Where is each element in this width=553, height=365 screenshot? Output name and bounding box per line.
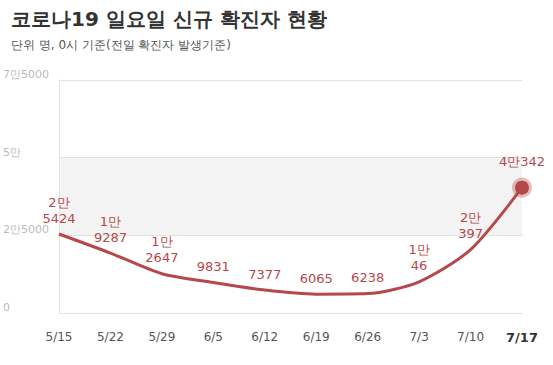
svg-text:7/17: 7/17 [506,330,538,345]
svg-text:7/3: 7/3 [409,330,428,344]
svg-text:6/5: 6/5 [204,330,223,344]
svg-text:2647: 2647 [145,250,178,265]
svg-text:9831: 9831 [197,259,230,274]
svg-text:46: 46 [411,258,428,273]
svg-text:2만5000: 2만5000 [3,223,49,237]
svg-text:5424: 5424 [42,211,75,226]
svg-text:6/12: 6/12 [251,330,278,344]
svg-text:5/22: 5/22 [97,330,124,344]
svg-text:1만: 1만 [408,242,429,257]
svg-text:5만: 5만 [3,146,21,159]
svg-text:1만: 1만 [151,234,172,249]
svg-text:4만342: 4만342 [499,154,545,169]
svg-text:9287: 9287 [94,230,127,245]
svg-text:5/29: 5/29 [148,330,175,344]
svg-text:6238: 6238 [351,270,384,285]
svg-text:7/10: 7/10 [457,330,484,344]
svg-text:397: 397 [458,226,483,241]
svg-text:1만: 1만 [100,214,121,229]
svg-text:6/19: 6/19 [303,330,330,344]
svg-text:5/15: 5/15 [46,330,73,344]
svg-text:2만: 2만 [48,195,69,210]
svg-text:0: 0 [3,301,10,314]
svg-text:단위 명, 0시 기준(전일 확진자 발생기준): 단위 명, 0시 기준(전일 확진자 발생기준) [11,38,231,52]
svg-text:7만5000: 7만5000 [3,68,49,81]
svg-text:코로나19 일요일 신규 확진자 현황: 코로나19 일요일 신규 확진자 현황 [11,7,327,31]
svg-text:6/26: 6/26 [354,330,381,344]
svg-text:7377: 7377 [248,267,281,282]
svg-text:6065: 6065 [300,271,333,286]
svg-text:2만: 2만 [460,210,481,225]
